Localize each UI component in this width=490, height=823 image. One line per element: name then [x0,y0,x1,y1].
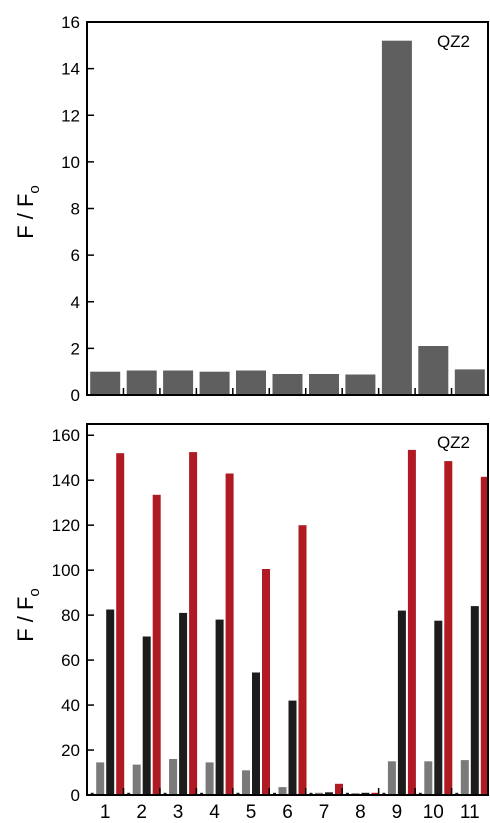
bottom-y-tick-label-100: 100 [52,561,80,580]
bottom-y-tick-label-120: 120 [52,516,80,535]
bottom-bar-s3-c9 [397,610,406,795]
bottom-y-tick-label-0: 0 [71,786,80,805]
top-y-tick-label-4: 4 [71,293,80,312]
bottom-bar-s1-c1 [90,792,94,795]
bottom-bar-s2-c10 [424,761,433,795]
bottom-bar-s2-c4 [205,762,214,795]
bottom-bar-s1-c11 [455,792,459,795]
bottom-bar-s1-c2 [127,792,131,795]
bottom-x-tick-label-2: 2 [136,802,147,823]
bottom-x-tick-label-5: 5 [246,802,257,823]
top-plot-frame [86,21,489,396]
top-bar-s1-c10 [418,346,449,395]
bottom-bar-s4-c2 [152,494,161,795]
bottom-x-tick-label-1: 1 [100,802,111,823]
top-y-tick-label-6: 6 [71,246,80,265]
top-bar-s1-c7 [309,374,339,395]
bottom-bar-s4-c5 [262,569,270,795]
bottom-x-tick-label-3: 3 [173,802,184,823]
bottom-bar-s3-c10 [434,620,443,795]
top-bar-s1-c3 [163,370,194,395]
bottom-bar-s4-c7 [335,783,343,795]
top-bar-s1-c4 [199,371,230,395]
bottom-x-tick-label-11: 11 [460,802,480,823]
bottom-bar-s4-c11 [480,476,489,795]
top-y-tick-label-8: 8 [71,200,80,219]
bottom-y-tick-label-20: 20 [61,741,80,760]
top-bar-s1-c1 [90,371,121,395]
top-y-axis-label-main: F / F [13,194,38,239]
top-bar-s1-c11 [454,369,485,395]
bottom-bar-s2-c1 [96,762,105,795]
top-y-axis-label-sub: o [26,185,43,193]
bottom-bar-s3-c4 [215,619,224,795]
bottom-bar-s1-c5 [236,792,240,795]
bottom-bar-s3-c6 [288,700,297,795]
bottom-y-tick-label-80: 80 [61,606,80,625]
bottom-bar-s1-c6 [273,792,276,795]
bottom-bar-s3-c8 [361,792,370,795]
bottom-chart: QZ2 F / Fo 0 20 40 60 80 100 120 140 160 1 2 3 4 5 6 7 8… [13,423,489,823]
bottom-bar-s3-c5 [252,672,260,795]
top-y-tick-label-0: 0 [71,386,80,405]
top-y-axis-label: F / Fo [13,185,43,239]
top-legend-label: QZ2 [437,32,470,51]
bottom-plot-frame [86,423,489,796]
bottom-y-tick-label-40: 40 [61,696,80,715]
bottom-y-tick-label-160: 160 [52,426,80,445]
bottom-y-axis-label-sub: o [26,588,43,596]
bottom-bar-s4-c1 [116,453,125,795]
bottom-y-tick-label-140: 140 [52,471,80,490]
top-chart: QZ2 F / Fo 0 2 4 6 8 10 12 14 16 [13,13,489,405]
bottom-bar-s2-c6 [278,787,287,795]
bottom-x-tick-label-7: 7 [319,802,330,823]
bottom-y-axis-label: F / Fo [13,588,43,642]
bottom-bar-s1-c4 [200,792,204,795]
bottom-bar-s2-c9 [387,761,396,795]
top-bar-s1-c9 [381,40,412,395]
top-bar-s1-c2 [126,370,157,395]
bottom-bar-s3-c3 [179,612,188,795]
top-y-tick-label-14: 14 [61,60,80,79]
top-y-tick-label-10: 10 [61,153,80,172]
top-y-tick-label-12: 12 [61,106,80,125]
top-bar-s1-c8 [345,374,376,395]
bottom-bar-s4-c8 [371,792,380,795]
bottom-bar-s2-c5 [242,770,250,795]
bottom-bar-s3-c7 [325,792,333,795]
bottom-bar-s1-c10 [418,792,422,795]
bottom-x-tick-label-4: 4 [209,802,220,823]
bottom-x-tick-label-6: 6 [282,802,293,823]
bottom-bar-s1-c9 [382,792,386,795]
top-y-tick-label-2: 2 [71,339,80,358]
bottom-bar-s2-c7 [315,792,323,795]
bottom-bar-s4-c6 [298,525,307,795]
top-bar-s1-c5 [236,370,266,395]
bottom-bar-s1-c7 [309,792,313,795]
bottom-bar-s1-c8 [345,792,349,795]
bottom-x-tick-label-8: 8 [355,802,366,823]
top-bar-s1-c6 [272,374,303,395]
bottom-y-axis-label-main: F / F [13,597,38,642]
bottom-bar-s3-c11 [470,606,479,795]
bottom-bar-s4-c9 [407,449,416,795]
bottom-bar-s3-c1 [106,609,115,795]
bottom-bar-s2-c2 [132,764,141,795]
bottom-bar-s4-c4 [225,473,234,795]
bottom-x-tick-label-10: 10 [423,802,444,823]
bottom-legend-label: QZ2 [437,433,470,452]
bottom-bar-s4-c10 [444,461,453,795]
bottom-bar-s2-c3 [169,759,178,795]
bottom-bar-s3-c2 [142,636,151,795]
bottom-x-tick-label-9: 9 [392,802,403,823]
bottom-bar-s2-c11 [460,760,469,795]
bottom-y-tick-label-60: 60 [61,651,80,670]
bottom-bar-s1-c3 [163,792,167,795]
bottom-bar-s4-c3 [189,452,198,795]
top-y-tick-label-16: 16 [61,13,80,32]
